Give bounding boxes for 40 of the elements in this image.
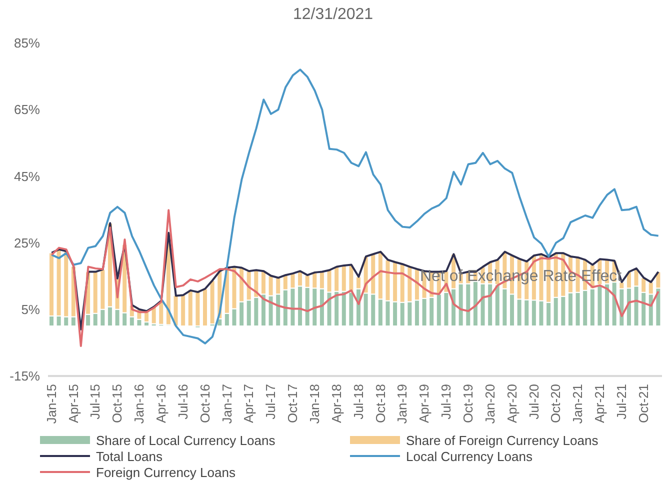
x-tick-label: Apr-18 bbox=[328, 384, 344, 424]
x-tick-label: Oct-19 bbox=[460, 384, 476, 424]
legend-label: Share of Foreign Currency Loans bbox=[405, 432, 600, 448]
x-tick-label: Oct-21 bbox=[636, 384, 651, 424]
legend-label: Foreign Currency Loans bbox=[95, 464, 236, 480]
x-tick-label: Jan-21 bbox=[570, 384, 586, 424]
x-tick-label: Jan-18 bbox=[307, 384, 322, 424]
y-tick-label: -15% bbox=[10, 368, 40, 384]
x-tick-label: Apr-20 bbox=[504, 384, 520, 424]
x-tick-label: Jul-15 bbox=[88, 384, 103, 420]
x-tick-label: Jul-16 bbox=[175, 384, 190, 420]
x-tick-label: Jul-20 bbox=[526, 384, 542, 420]
x-tick-label: Oct-17 bbox=[285, 384, 300, 424]
y-tick-label: 85% bbox=[14, 36, 40, 51]
x-tick-label: Apr-16 bbox=[154, 384, 169, 424]
x-tick-label: Apr-19 bbox=[416, 384, 432, 424]
x-tick-label: Oct-15 bbox=[110, 384, 125, 424]
x-tick-label: Apr-17 bbox=[241, 384, 256, 424]
x-tick-label: Oct-20 bbox=[548, 384, 564, 424]
legend-label: Share of Local Currency Loans bbox=[95, 432, 276, 448]
y-tick-label: 5% bbox=[21, 302, 40, 318]
x-tick-label: Jan-15 bbox=[44, 384, 59, 424]
x-tick-label: Jul-18 bbox=[350, 384, 366, 420]
legend-label: Total Loans bbox=[95, 448, 164, 464]
x-tick-label: Jan-16 bbox=[132, 384, 147, 424]
x-tick-label: Apr-21 bbox=[592, 384, 608, 424]
x-tick-label: Jan-19 bbox=[394, 384, 410, 424]
y-tick-label: 65% bbox=[14, 102, 40, 118]
y-tick-label: 45% bbox=[14, 168, 40, 184]
x-tick-label: Jan-20 bbox=[482, 384, 498, 424]
x-tick-label: Jan-17 bbox=[219, 384, 234, 424]
x-tick-label: Jul-21 bbox=[614, 384, 630, 420]
x-tick-label: Jul-19 bbox=[438, 384, 454, 420]
x-tick-label: Oct-16 bbox=[197, 384, 212, 424]
x-tick-label: Apr-15 bbox=[66, 384, 81, 424]
x-tick-label: Oct-18 bbox=[372, 384, 388, 424]
chart-title: 12/31/2021 bbox=[292, 6, 374, 24]
x-tick-label: Jul-17 bbox=[263, 384, 278, 420]
legend-label: Local Currency Loans bbox=[405, 448, 534, 464]
y-tick-label: 25% bbox=[14, 235, 40, 250]
